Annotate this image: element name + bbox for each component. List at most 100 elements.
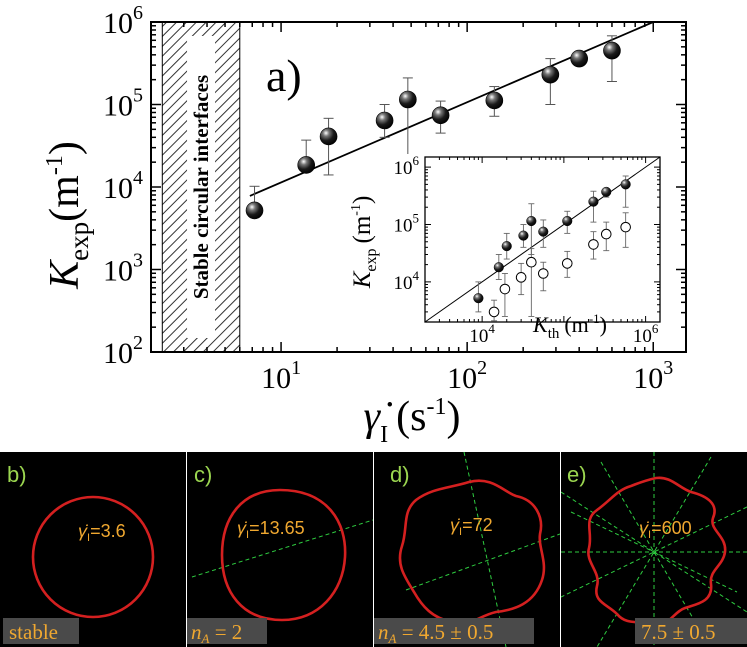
- inset-data-point-open: [499, 283, 511, 295]
- inset-y-tick-label: 104: [394, 268, 420, 294]
- inset-background: [360, 154, 667, 339]
- caption-symbol: n: [378, 620, 389, 644]
- y-tick-label: 106: [103, 2, 143, 40]
- caption-bg: [635, 618, 747, 644]
- inset-x-tick-label: 104: [469, 321, 495, 347]
- shear-symbol-sub: I: [246, 529, 249, 541]
- inset-data-point-filled: [473, 293, 484, 304]
- main-y-label-unit-close: ): [42, 141, 88, 155]
- main-ticks: 101 102 103 102 103 104 105 106: [103, 2, 686, 395]
- micrograph-caption: nA = 4.5 ± 0.5: [378, 620, 493, 646]
- shear-symbol: γ̇: [237, 518, 247, 538]
- shear-rate-label: γ̇I=72: [450, 515, 493, 538]
- inset-data-point-filled: [538, 226, 549, 237]
- main-x-label-unit-exp: -1: [426, 394, 446, 420]
- y-tick-label: 105: [103, 85, 143, 123]
- caption-bg: [374, 618, 534, 644]
- inset-y-label-sub: exp: [363, 248, 380, 271]
- shear-symbol-sub: I: [459, 526, 462, 538]
- micrograph-c: c) γ̇I=13.65 nA = 2: [187, 452, 373, 647]
- svg-text:Kexp(m-1): Kexp(m-1): [349, 196, 380, 290]
- shear-rate-label: γ̇I=600: [639, 518, 692, 541]
- inset-plot-frame: [424, 156, 661, 323]
- fit-line: [249, 21, 654, 197]
- interface-contour: [398, 479, 546, 625]
- interface-contour: [220, 488, 347, 622]
- data-point: [375, 111, 394, 130]
- main-plot-frame: [150, 21, 687, 353]
- micrograph-e: e) γ̇I=600 7.5 ± 0.5: [561, 452, 747, 647]
- y-tick-label: 102: [103, 332, 143, 370]
- inset-x-label-unit-exp: -1: [589, 311, 600, 326]
- panel-label-a: a): [266, 50, 302, 101]
- inset-data-point-filled: [620, 179, 631, 190]
- symmetry-axes: [561, 452, 747, 647]
- shear-value: =13.65: [249, 518, 305, 538]
- inset-y-label-symbol: K: [349, 270, 376, 289]
- inset-y-axis-label: Kexp (m-1): [349, 196, 380, 290]
- shear-rate-label: γ̇I=13.65: [237, 518, 305, 541]
- main-x-label-unit: (s: [396, 394, 426, 440]
- caption-value: = 4.5 ± 0.5: [396, 620, 493, 644]
- main-data-points: [245, 35, 621, 220]
- inset-x-label-sub: th: [548, 326, 560, 342]
- inset-data-point-open: [537, 268, 549, 279]
- micrograph-letter: e): [567, 462, 587, 487]
- micrograph-caption: nA = 2: [191, 620, 242, 646]
- inset-y-tick-label: 105: [394, 210, 420, 236]
- x-tick-label: 101: [261, 357, 301, 395]
- inset-x-label-symbol: K: [532, 312, 549, 337]
- inset-ticks: 104 106 104 105 106: [394, 153, 660, 347]
- micrograph-e-image: e) γ̇I=600 7.5 ± 0.5: [561, 452, 747, 647]
- data-point: [485, 91, 504, 110]
- inset-x-label-unit-close: ): [600, 312, 607, 337]
- data-point: [541, 65, 560, 84]
- shear-value: =600: [651, 518, 692, 538]
- interface-contour: [31, 495, 155, 619]
- main-y-label-sub: exp: [64, 222, 94, 261]
- inset-data-point-filled: [588, 196, 599, 207]
- inset-data-point-filled: [518, 230, 529, 241]
- shear-value: =72: [462, 515, 493, 535]
- main-x-label-unit-close: ): [446, 394, 460, 440]
- shear-symbol-sub: I: [648, 529, 651, 541]
- inset-data-point-filled: [562, 215, 573, 227]
- main-y-label-symbol: K: [42, 259, 88, 290]
- symmetry-axis: [463, 452, 507, 647]
- main-fit-line: [249, 21, 654, 197]
- micrograph-letter: c): [194, 462, 212, 487]
- data-point: [319, 127, 338, 146]
- main-y-axis-label: Kexp(m-1): [42, 141, 94, 290]
- data-point: [603, 41, 621, 60]
- shear-value: =3.6: [90, 521, 126, 541]
- inset-data-point-open: [561, 258, 573, 269]
- inset-data-point-open: [620, 221, 631, 233]
- micrograph-b: b) γ̇I=3.6 stable: [0, 452, 186, 647]
- inset-y-label-unit-exp: -1: [349, 204, 364, 216]
- micrograph-caption: 7.5 ± 0.5: [641, 620, 716, 644]
- inset-data-point-open: [488, 306, 500, 318]
- inset-data-point-open: [515, 272, 527, 283]
- shear-symbol: γ̇: [639, 518, 649, 538]
- caption-value: = 2: [209, 620, 242, 644]
- x-tick-label: 103: [633, 357, 673, 395]
- data-point: [399, 90, 417, 109]
- main-y-label-unit: (m: [42, 175, 88, 222]
- inset-y-tick-label: 106: [394, 153, 420, 179]
- inset-data-point-open: [588, 239, 599, 250]
- inset-data-point-open: [600, 228, 612, 240]
- svg-text:Kexp(m-1): Kexp(m-1): [42, 141, 94, 290]
- y-tick-label: 104: [103, 167, 143, 205]
- data-point: [245, 201, 264, 220]
- inset-x-tick-label: 106: [633, 321, 659, 347]
- data-point: [570, 49, 588, 68]
- inset-data-point-open: [526, 256, 537, 268]
- main-chart: Stable circular interfaces 101 102 1031021…: [42, 2, 687, 448]
- symmetry-axis: [405, 533, 560, 591]
- caption-sub: A: [388, 631, 397, 646]
- micrograph-letter: b): [7, 462, 27, 487]
- data-point: [431, 106, 450, 125]
- inset-data-point-filled: [601, 186, 612, 197]
- main-y-label-unit-exp: -1: [42, 155, 68, 175]
- micrograph-letter: d): [390, 462, 410, 487]
